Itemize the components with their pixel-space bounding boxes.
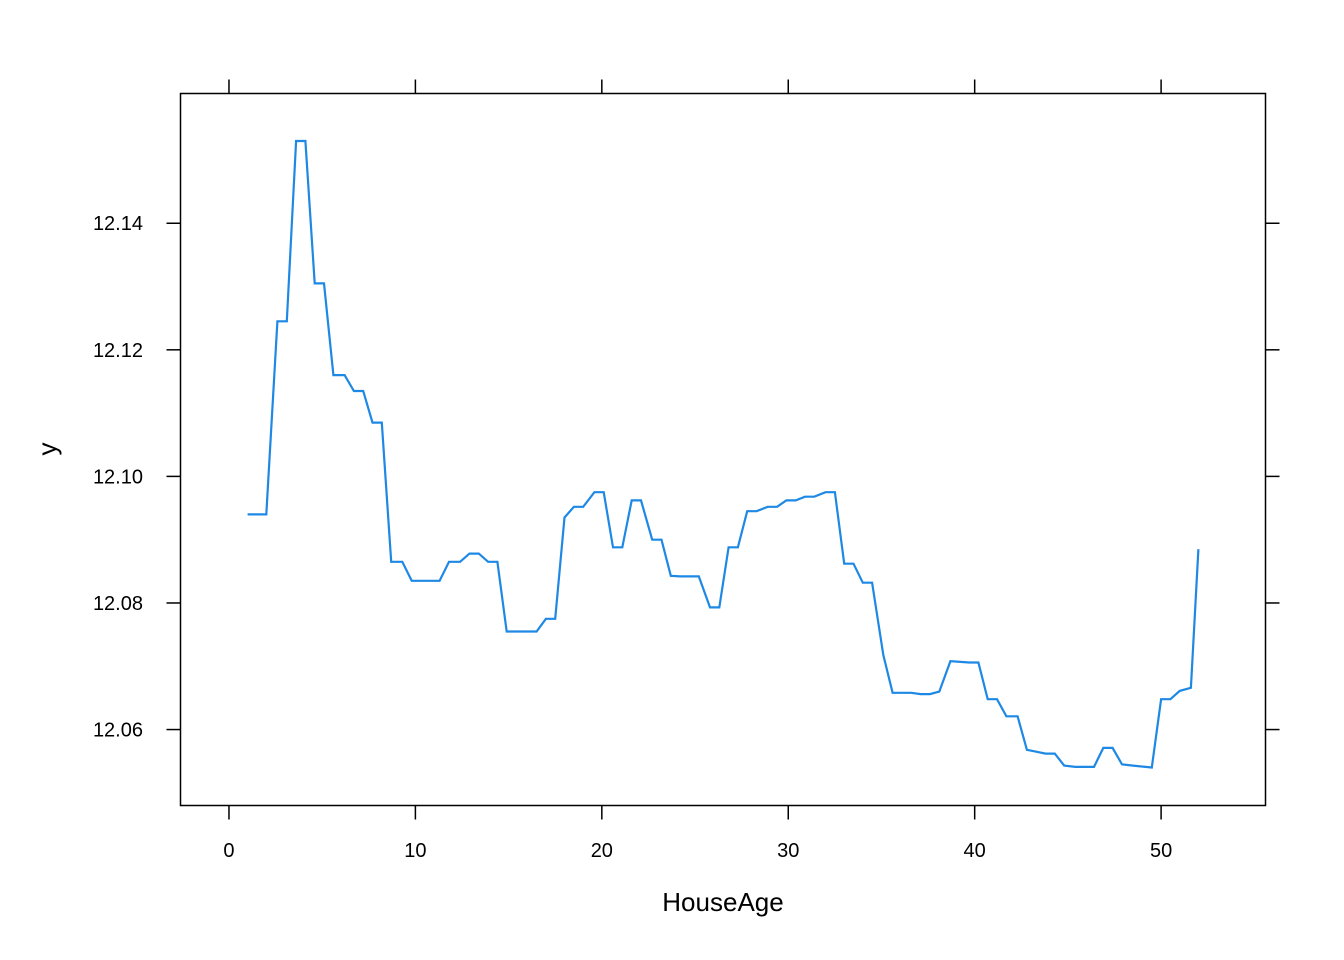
x-tick-label: 40: [964, 840, 986, 862]
y-axis-title: y: [32, 443, 62, 456]
y-tick-label: 12.12: [93, 340, 143, 362]
x-tick-label: 50: [1150, 840, 1172, 862]
y-axis: 12.06 12.08 12.10 12.12 12.14: [93, 213, 1280, 742]
x-tick-label: 0: [223, 840, 234, 862]
x-tick-label: 20: [591, 840, 613, 862]
plot-frame: [179, 92, 1267, 807]
y-tick-label: 12.10: [93, 466, 143, 488]
x-tick-label: 30: [777, 840, 799, 862]
series-line: [247, 139, 1200, 769]
y-tick-label: 12.08: [93, 593, 143, 615]
x-axis-title: HouseAge: [662, 887, 783, 917]
y-tick-label: 12.06: [93, 720, 143, 742]
y-tick-label: 12.14: [93, 213, 143, 235]
x-tick-label: 10: [404, 840, 426, 862]
x-axis: 0 10 20 30 40 50: [223, 79, 1172, 862]
